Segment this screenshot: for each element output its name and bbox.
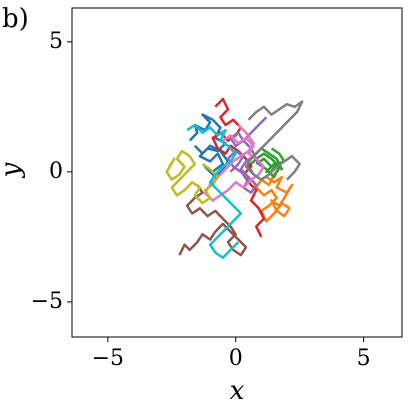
x-tick-label: 0: [229, 346, 243, 371]
axes-frame: [71, 7, 403, 338]
x-tick-label: 5: [357, 346, 371, 371]
y-tick-label: 5: [49, 29, 63, 54]
x-tick-label: −5: [92, 346, 124, 371]
panel-label: b): [2, 4, 29, 34]
trajectory: [178, 184, 248, 257]
trajectory: [226, 116, 268, 194]
trajectory: [186, 123, 243, 259]
trajectory: [188, 113, 230, 179]
trajectory: [211, 97, 266, 238]
trajectory: [165, 149, 220, 205]
trajectory: [244, 100, 304, 181]
x-axis-label: x: [230, 376, 245, 406]
trajectory: [254, 168, 294, 223]
y-tick-label: −5: [31, 289, 63, 314]
y-axis-label: y: [0, 162, 26, 178]
y-tick-label: 0: [49, 159, 63, 184]
trajectory: [203, 124, 266, 202]
